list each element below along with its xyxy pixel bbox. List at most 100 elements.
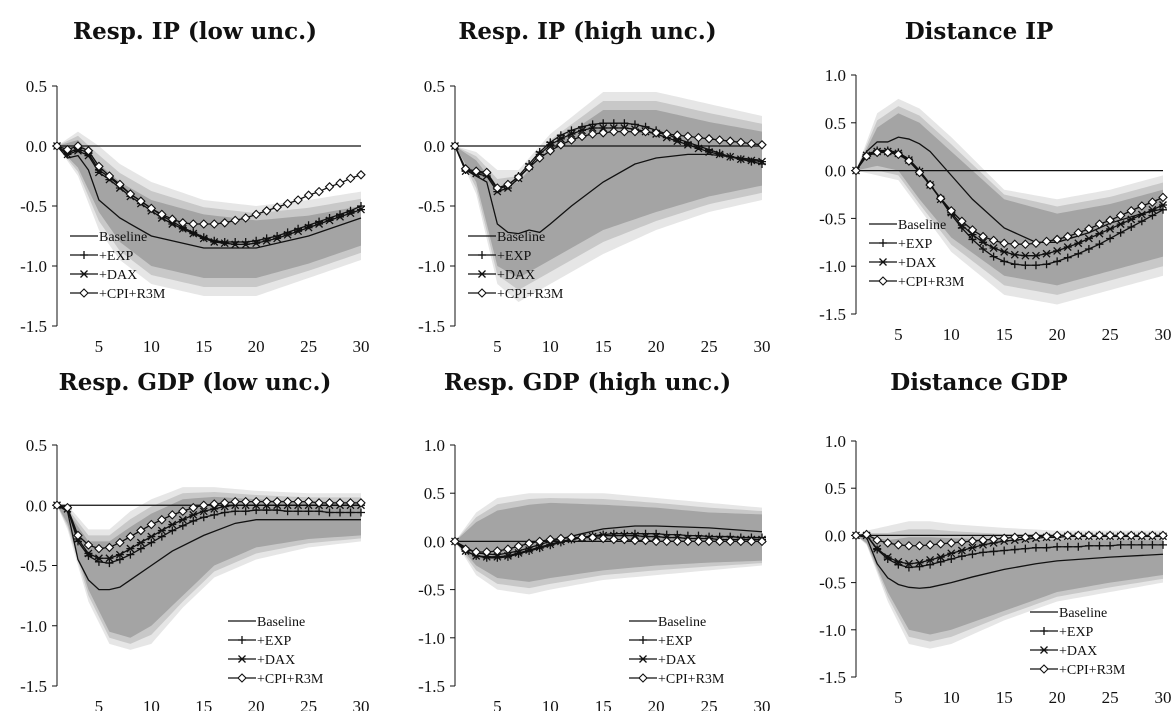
- legend-item: +EXP: [869, 237, 933, 252]
- x-tick-label: 10: [143, 697, 160, 711]
- marker-diamond: [1020, 239, 1031, 249]
- marker-plus: [957, 552, 966, 561]
- marker-diamond: [345, 498, 356, 508]
- marker-plus: [620, 119, 629, 128]
- marker-diamond: [630, 535, 640, 546]
- marker-diamond: [661, 536, 672, 547]
- marker-diamond: [534, 153, 545, 163]
- marker-star: [736, 155, 745, 164]
- chart-plot: -1.5 -1.0 -0.5 0.0 0.5 1.0 5 10 15 20 25 30 Baseline…: [418, 436, 770, 711]
- marker-star: [1063, 243, 1072, 252]
- legend-label: +DAX: [898, 256, 936, 271]
- series-baseline: [855, 136, 1164, 243]
- x-tick-label: 10: [542, 697, 559, 711]
- marker-diamond: [545, 146, 556, 156]
- marker-star: [879, 258, 887, 266]
- y-tick-label: 0.0: [26, 496, 47, 515]
- marker-star: [210, 504, 219, 513]
- marker-star: [715, 150, 724, 159]
- y-tick-label: -1.5: [20, 317, 47, 336]
- marker-star: [94, 554, 103, 563]
- marker-plus: [80, 251, 88, 259]
- marker-star: [588, 124, 597, 132]
- marker-plus: [1116, 228, 1125, 237]
- marker-diamond: [1039, 664, 1049, 674]
- legend-item: +DAX: [1030, 644, 1097, 659]
- marker-diamond: [492, 546, 503, 556]
- marker-diamond: [714, 536, 725, 547]
- marker-plus: [1010, 260, 1019, 269]
- marker-diamond: [872, 147, 882, 158]
- marker-diamond: [1158, 192, 1168, 203]
- marker-star: [503, 551, 512, 560]
- marker-diamond: [556, 533, 566, 544]
- series-line: [56, 145, 362, 249]
- marker-diamond: [477, 288, 487, 298]
- marker-diamond: [757, 536, 767, 547]
- chart-plot: -1.5 -1.0 -0.5 0.0 0.5 5 10 15 20 25 30 Baseline +EX…: [20, 436, 369, 711]
- legend: Baseline +EXP +DAX +CPI+R3M: [1030, 606, 1126, 678]
- marker-diamond: [115, 537, 125, 548]
- legend-label: +CPI+R3M: [898, 275, 965, 290]
- marker-diamond: [471, 547, 481, 557]
- x-tick-label: 25: [1102, 688, 1119, 707]
- marker-star: [1042, 249, 1051, 258]
- marker-star: [883, 553, 892, 562]
- marker-plus: [1021, 544, 1030, 553]
- marker-star: [894, 557, 903, 566]
- marker-plus: [1053, 542, 1062, 551]
- marker-diamond: [503, 179, 513, 190]
- marker-star: [252, 239, 261, 248]
- marker-diamond: [272, 202, 282, 212]
- marker-diamond: [251, 496, 261, 507]
- marker-diamond: [282, 496, 293, 507]
- marker-diamond: [125, 531, 136, 542]
- series-baseline: [454, 145, 763, 235]
- x-tick-label: 5: [894, 688, 903, 707]
- y-tick-label: 0.5: [825, 479, 846, 498]
- marker-diamond: [209, 499, 220, 509]
- legend-label: +DAX: [1059, 644, 1097, 659]
- confidence-band-inner: [57, 496, 361, 638]
- y-tick-label: 0.0: [424, 532, 445, 551]
- x-tick-label: 15: [595, 337, 612, 356]
- marker-star: [189, 510, 198, 519]
- y-tick-label: 0.0: [825, 162, 846, 181]
- marker-plus: [936, 557, 945, 566]
- marker-diamond: [988, 235, 999, 246]
- chart-plot: -1.5 -1.0 -0.5 0.0 0.5 5 10 15 20 25 30 Baseline +EX…: [418, 77, 770, 356]
- legend-item: +DAX: [869, 256, 936, 271]
- marker-diamond: [1126, 205, 1137, 216]
- marker-star: [1148, 205, 1157, 214]
- marker-plus: [989, 547, 998, 556]
- marker-plus: [147, 538, 156, 547]
- y-tick-label: 1.0: [424, 436, 445, 455]
- series-cpi-r3m: [450, 532, 767, 557]
- marker-star: [1127, 215, 1136, 224]
- marker-diamond: [1115, 530, 1126, 541]
- marker-plus: [168, 526, 177, 535]
- x-tick-label: 20: [1049, 325, 1066, 344]
- legend-item: +CPI+R3M: [70, 287, 166, 302]
- marker-star: [747, 156, 756, 165]
- x-tick-label: 25: [1102, 325, 1119, 344]
- marker-diamond: [534, 536, 545, 547]
- x-tick-label: 10: [542, 337, 559, 356]
- marker-plus: [1031, 261, 1040, 270]
- marker-plus: [1063, 542, 1072, 551]
- legend-label: +DAX: [497, 268, 535, 283]
- y-tick-label: 1.0: [825, 432, 846, 451]
- marker-diamond: [609, 534, 619, 545]
- marker-diamond: [52, 500, 62, 511]
- marker-diamond: [83, 146, 94, 156]
- marker-star: [1106, 224, 1115, 233]
- marker-star: [567, 130, 576, 138]
- y-tick-label: 0.5: [424, 77, 445, 96]
- marker-plus: [588, 120, 597, 129]
- marker-plus: [873, 545, 882, 554]
- marker-diamond: [1137, 530, 1147, 541]
- marker-plus: [357, 508, 365, 517]
- legend-item: +DAX: [70, 268, 137, 283]
- marker-star: [546, 140, 555, 149]
- marker-star: [1040, 646, 1048, 654]
